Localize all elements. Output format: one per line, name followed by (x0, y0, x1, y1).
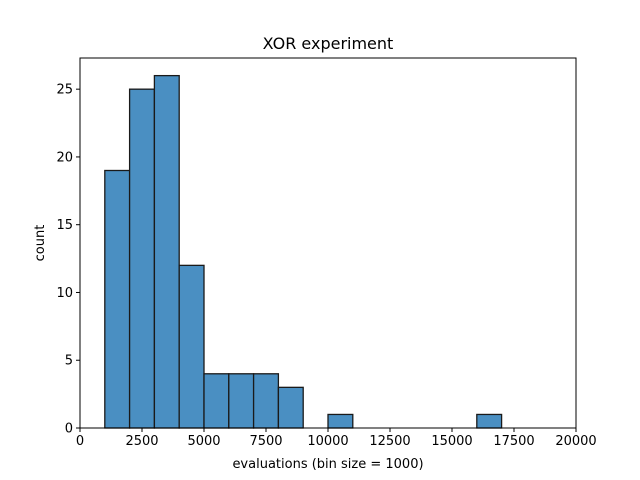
y-tick-label: 0 (65, 422, 73, 437)
chart-title: XOR experiment (263, 34, 394, 53)
histogram-bar (252, 373, 280, 429)
histogram-bar (128, 88, 156, 429)
bars-group (104, 74, 503, 429)
histogram-bar (104, 169, 131, 429)
histogram-bar (277, 386, 304, 429)
histogram-bar (178, 264, 205, 429)
histogram-bar (203, 373, 230, 429)
y-tick-label: 10 (56, 286, 73, 301)
x-tick-label: 5000 (187, 434, 220, 449)
histogram-bar (153, 74, 180, 429)
y-tick-label: 15 (56, 218, 73, 233)
x-tick-label: 10000 (307, 434, 348, 449)
x-tick-label: 12500 (369, 434, 410, 449)
x-tick-label: 15000 (431, 434, 472, 449)
x-axis-label: evaluations (bin size = 1000) (232, 457, 423, 472)
x-tick-label: 0 (76, 434, 84, 449)
x-tick-label: 17500 (493, 434, 534, 449)
x-tick-label: 20000 (555, 434, 596, 449)
histogram-bar (476, 413, 503, 429)
x-tick-label: 7500 (249, 434, 282, 449)
y-axis-label: count (33, 225, 48, 262)
histogram-bar (327, 413, 354, 429)
x-tick-label: 2500 (125, 434, 158, 449)
y-tick-label: 20 (56, 150, 73, 165)
x-ticks: 0 2500 5000 7500 10000 12500 15000 17500 20000 (76, 428, 597, 449)
y-tick-label: 25 (56, 83, 73, 98)
y-ticks: 0 5 10 15 20 25 (56, 83, 80, 437)
histogram-bar (228, 373, 255, 429)
y-tick-label: 5 (65, 354, 73, 369)
